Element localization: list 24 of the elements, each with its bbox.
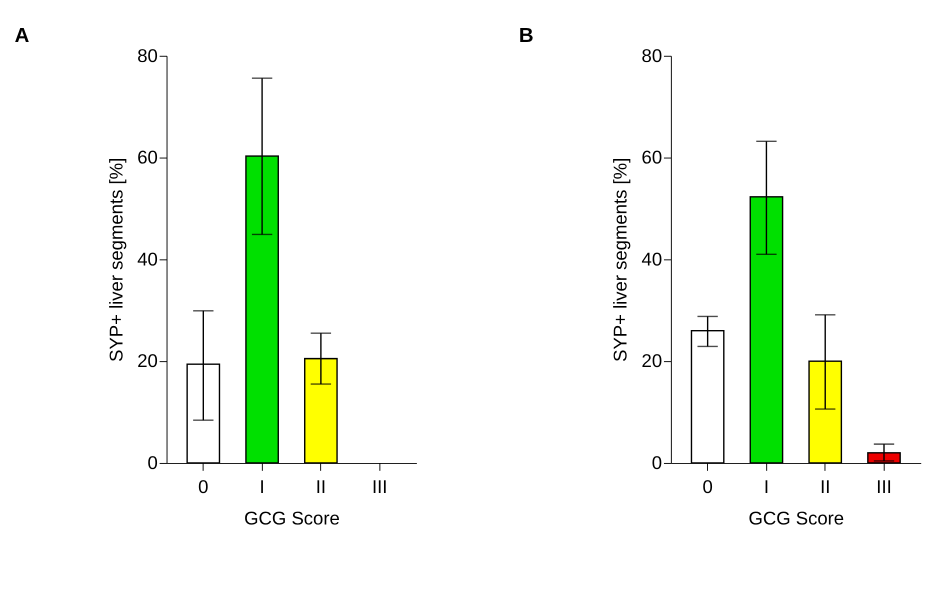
x-tick-label: 0 (198, 476, 208, 498)
x-tick-label: II (316, 476, 326, 498)
chart-title: A (14, 24, 30, 47)
x-tick-label: III (876, 476, 892, 498)
x-tick-label: I (764, 476, 769, 498)
y-tick-label: 20 (137, 350, 158, 372)
x-tick-label: III (372, 476, 388, 498)
y-tick-label: 0 (147, 452, 158, 473)
x-axis-title: GCG Score (748, 508, 844, 528)
y-tick-label: 40 (137, 248, 158, 270)
x-tick-label: II (820, 476, 830, 498)
y-tick-label: 40 (642, 248, 662, 270)
y-tick-label: 80 (137, 44, 158, 66)
y-tick-label: 60 (642, 146, 662, 168)
y-tick-label: 20 (642, 350, 662, 372)
y-axis-title: SYP+ liver segments [%] (610, 158, 631, 362)
y-axis-title: SYP+ liver segments [%] (105, 158, 126, 362)
y-tick-label: 80 (642, 44, 662, 66)
x-tick-label: 0 (702, 476, 713, 498)
x-tick-label: I (260, 476, 265, 498)
y-tick-label: 0 (652, 452, 662, 473)
y-tick-label: 60 (137, 146, 158, 168)
x-axis-title: GCG Score (244, 508, 340, 528)
chart-title: B (518, 24, 534, 47)
